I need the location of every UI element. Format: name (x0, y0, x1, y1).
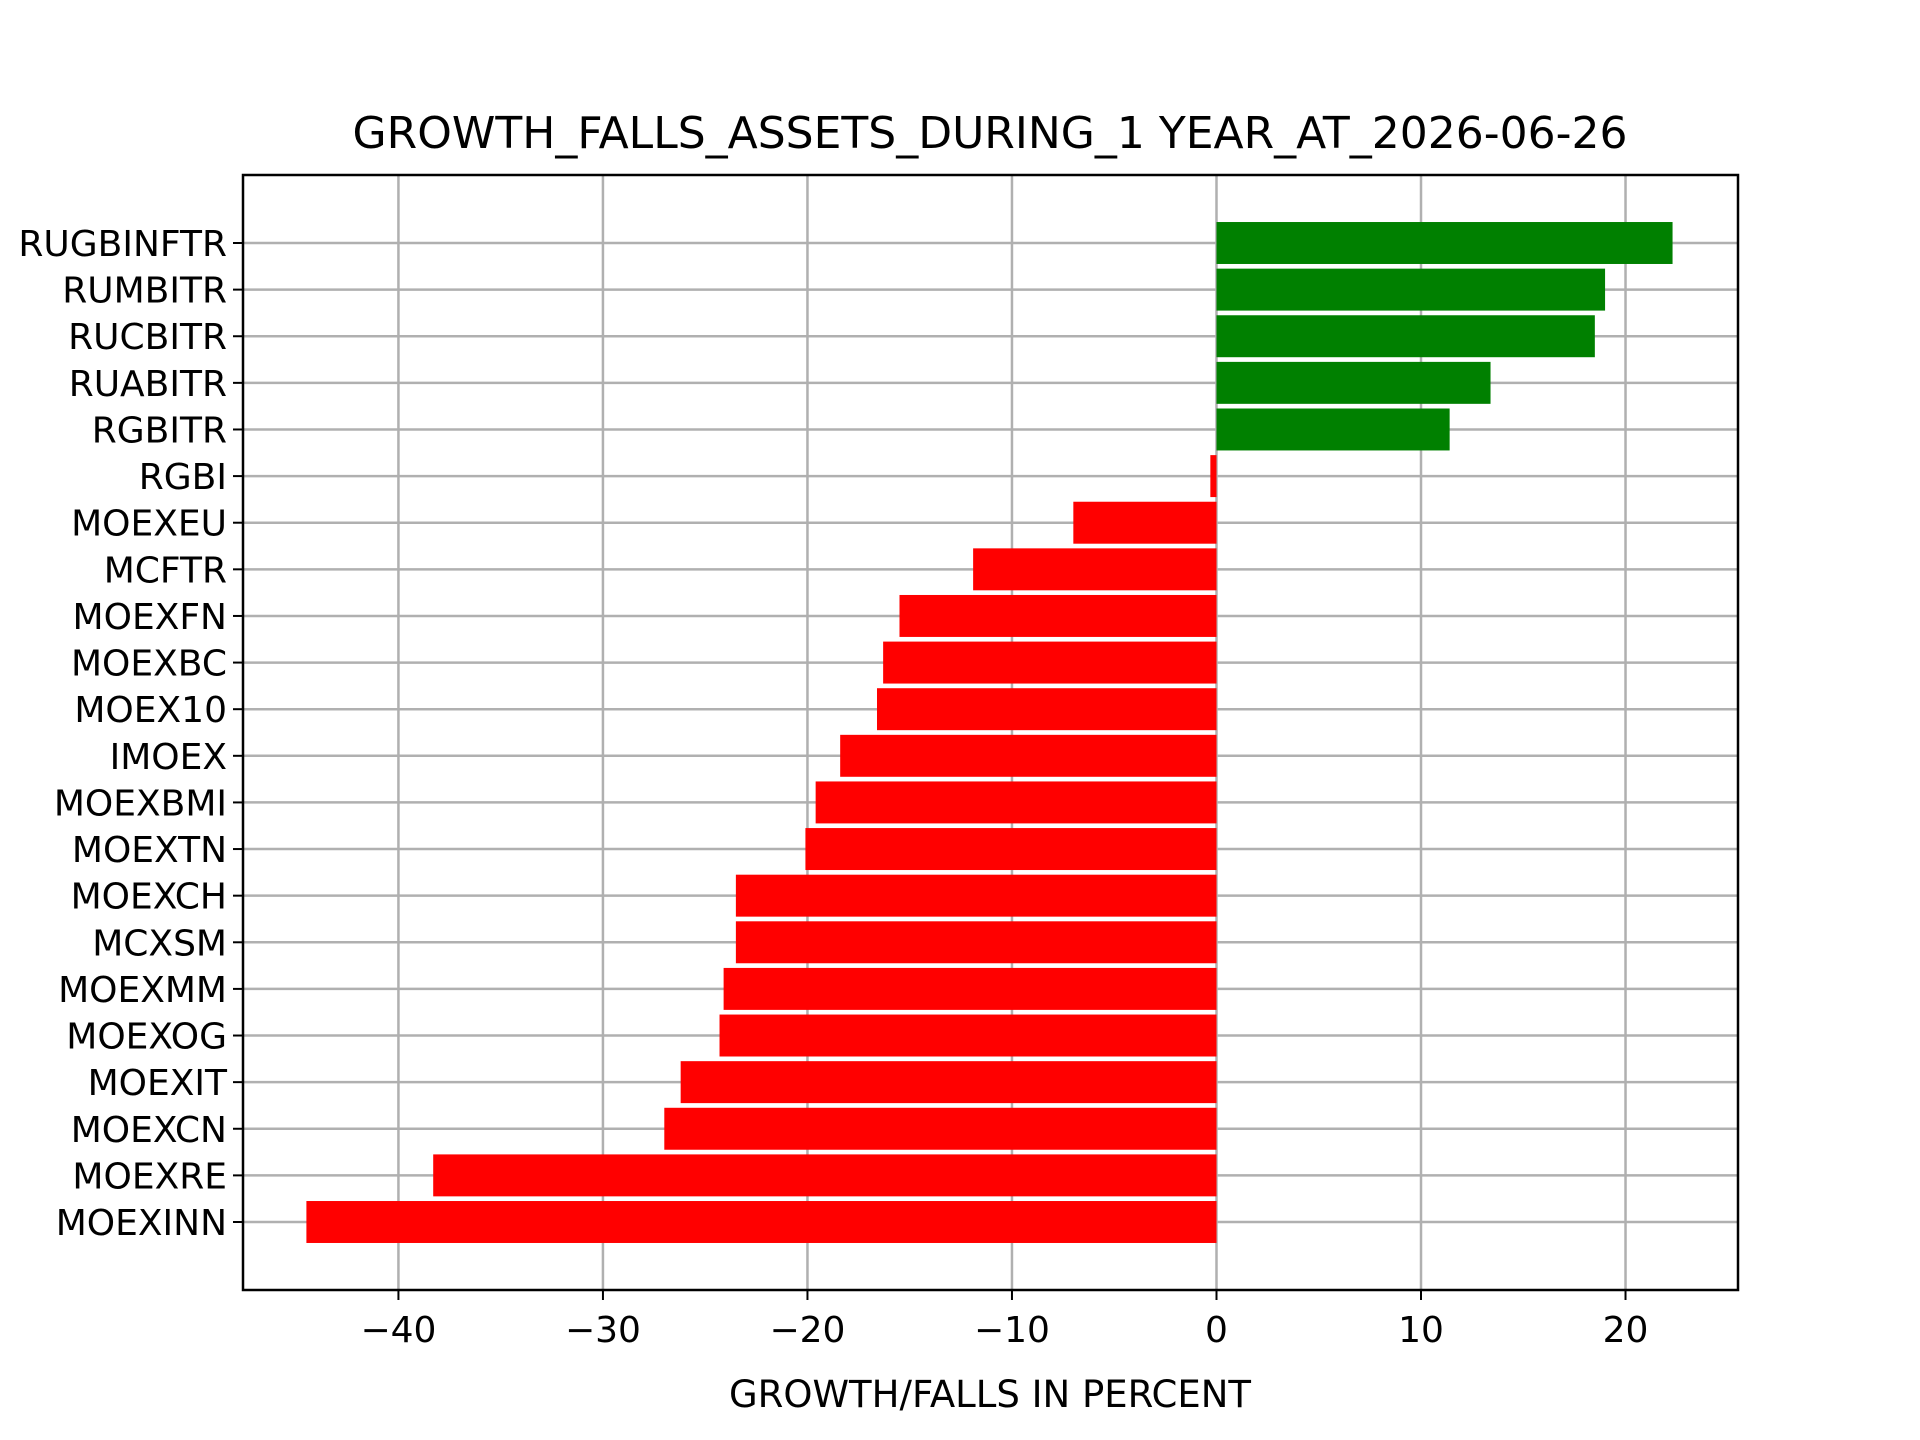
bar-rgbi (1210, 455, 1217, 498)
y-tick-label: MOEXFN (73, 597, 227, 638)
bar-moexeu (1073, 501, 1217, 544)
bar-moexre (433, 1154, 1217, 1197)
x-axis-label: GROWTH/FALLS IN PERCENT (729, 1373, 1251, 1416)
y-tick-label: MOEXOG (66, 1017, 227, 1058)
x-tick-label: −20 (769, 1310, 845, 1351)
x-tick-label: 20 (1603, 1310, 1649, 1351)
y-tick-label: RUCBITR (68, 317, 227, 358)
y-tick-label: MOEXTN (72, 830, 227, 871)
x-tick-label: 10 (1398, 1310, 1444, 1351)
y-tick-label: RUGBINFTR (18, 224, 227, 265)
y-tick-label: MOEXMM (58, 970, 227, 1011)
y-tick-label: MCXSM (92, 923, 227, 964)
bar-rucbitr (1216, 315, 1595, 358)
y-tick-label: MOEXRE (72, 1156, 227, 1197)
y-tick-label: MOEXEU (71, 504, 227, 545)
bar-moextn (805, 828, 1217, 871)
y-tick-label: MOEXIT (88, 1063, 228, 1104)
y-tick-label: RUMBITR (62, 271, 227, 312)
bar-moexbc (883, 641, 1217, 684)
x-tick-label: 0 (1205, 1310, 1228, 1351)
bars (306, 222, 1673, 1243)
bar-moexit (680, 1061, 1217, 1104)
bar-mcftr (973, 548, 1217, 591)
y-tick-label: MOEXCN (71, 1110, 227, 1151)
bar-moexbmi (815, 781, 1217, 824)
y-tick-label: RUABITR (69, 364, 227, 405)
bar-rumbitr (1216, 268, 1606, 311)
y-tick-label: MOEX10 (74, 690, 227, 731)
y-tick-label: MOEXCH (71, 877, 227, 918)
bar-imoex (840, 734, 1217, 777)
chart-title: GROWTH_FALLS_ASSETS_DURING_1 YEAR_AT_202… (353, 108, 1628, 159)
bar-moexch (735, 874, 1217, 917)
y-tick-label: MOEXINN (56, 1203, 227, 1244)
x-tick-label: −40 (360, 1310, 436, 1351)
bar-rgbitr (1216, 408, 1450, 451)
bar-moex10 (876, 688, 1217, 731)
y-tick-label: IMOEX (110, 737, 227, 778)
bar-moexmm (723, 967, 1217, 1010)
plot-frame (241, 173, 1740, 1292)
y-tick-label: MOEXBMI (54, 783, 227, 824)
bar-mcxsm (735, 921, 1217, 964)
y-tick-label: RGBITR (92, 410, 227, 451)
x-tick-label: −30 (565, 1310, 641, 1351)
x-tick-label: −10 (974, 1310, 1050, 1351)
bar-moexcn (664, 1107, 1217, 1150)
y-tick-label: RGBI (139, 457, 227, 498)
y-tick-label: MCFTR (104, 550, 227, 591)
bar-moexog (719, 1014, 1217, 1057)
bar-moexfn (899, 594, 1217, 637)
bar-rugbinftr (1216, 222, 1673, 264)
y-tick-label: MOEXBC (71, 644, 227, 685)
bar-moexinn (306, 1201, 1217, 1243)
bar-ruabitr (1216, 361, 1491, 404)
axis-ticks: −40 −30 −20 −10 0 10 20 RUGBINFTR RUMBITR RUCBITR… (18, 224, 1648, 1351)
